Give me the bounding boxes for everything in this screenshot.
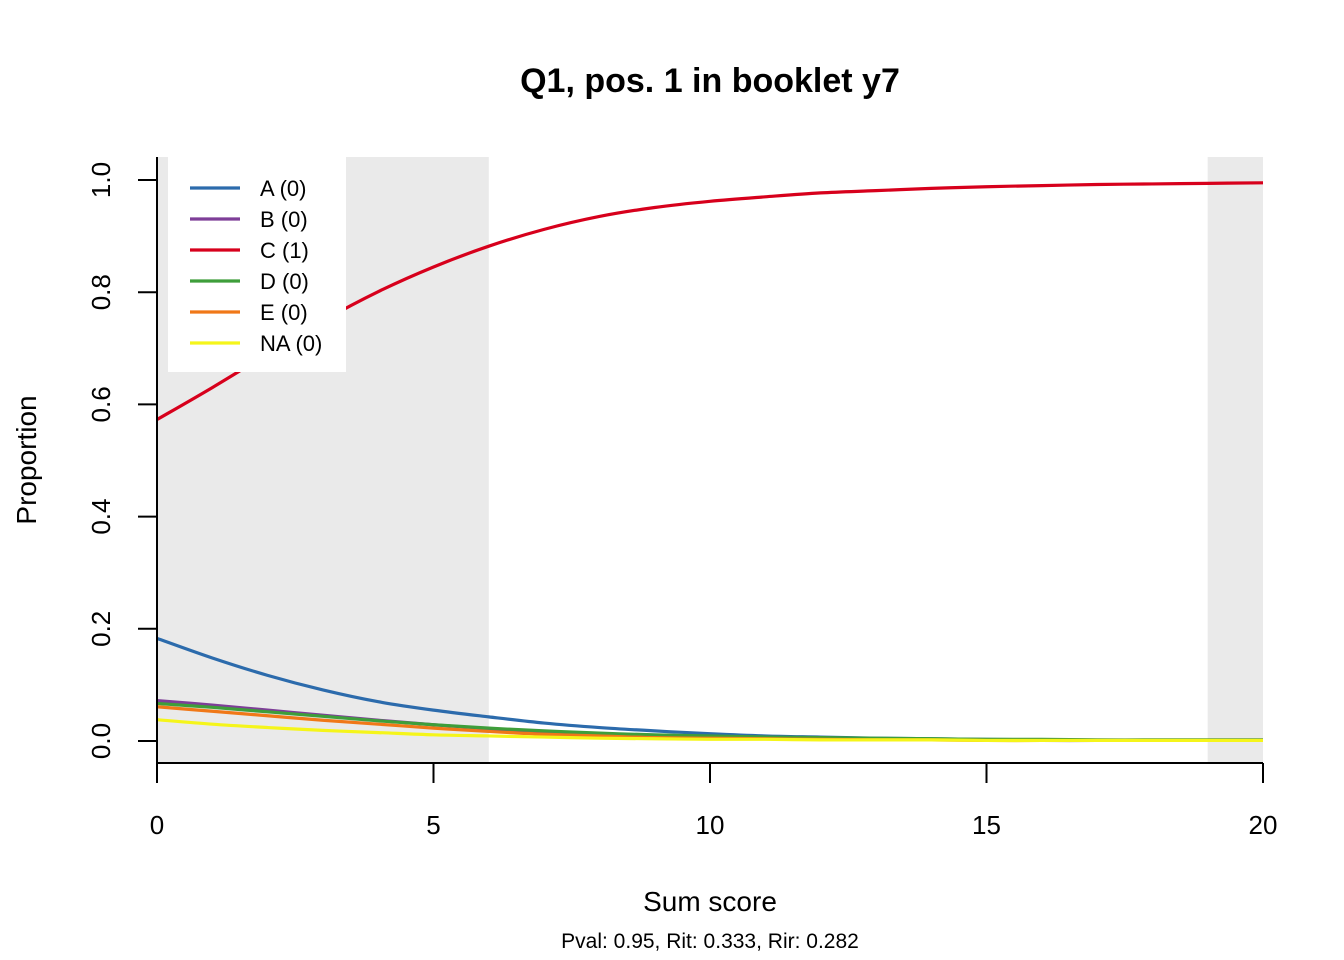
y-tick-label: 0.0 (86, 723, 116, 759)
y-tick-label: 0.4 (86, 499, 116, 535)
y-tick-label: 0.8 (86, 274, 116, 310)
item-statistics: Pval: 0.95, Rit: 0.333, Rir: 0.282 (561, 930, 859, 953)
legend-entry: B (0) (260, 207, 308, 232)
legend-entry: D (0) (260, 269, 309, 294)
legend-entry: A (0) (260, 176, 306, 201)
legend-entry: C (1) (260, 238, 309, 263)
x-tick-label: 15 (972, 810, 1001, 840)
x-tick-label: 10 (696, 810, 725, 840)
x-tick-label: 5 (426, 810, 440, 840)
x-ticks: 0 5 10 15 20 (150, 763, 1278, 840)
y-tick-label: 1.0 (86, 162, 116, 198)
legend: A (0) B (0) C (1) D (0) E (0) NA (0) (168, 157, 346, 372)
x-axis-label: Sum score (643, 886, 777, 917)
x-tick-label: 20 (1249, 810, 1278, 840)
legend-entry: E (0) (260, 300, 308, 325)
legend-entry: NA (0) (260, 331, 322, 356)
x-tick-label: 0 (150, 810, 164, 840)
chart-title: Q1, pos. 1 in booklet y7 (520, 62, 900, 100)
shaded-range-1 (1207, 157, 1263, 763)
y-ticks: 0.0 0.2 0.4 0.6 0.8 1.0 (86, 162, 157, 759)
legend-box (168, 157, 346, 372)
y-tick-label: 0.6 (86, 386, 116, 422)
series-line-na-0 (156, 718, 1263, 743)
y-tick-label: 0.2 (86, 611, 116, 647)
y-axis-label: Proportion (11, 395, 42, 524)
